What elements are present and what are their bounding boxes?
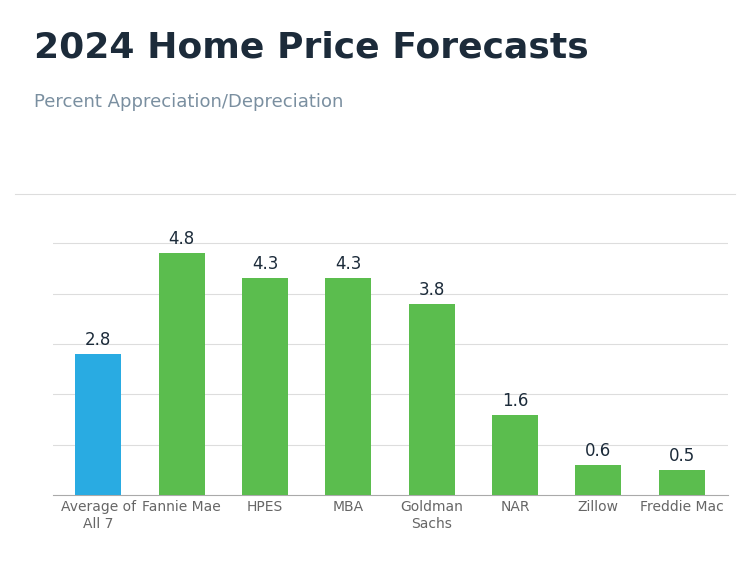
- Bar: [242, 278, 288, 495]
- Text: 0.5: 0.5: [668, 447, 694, 465]
- Text: 2.8: 2.8: [86, 331, 112, 349]
- Text: 3.8: 3.8: [419, 280, 445, 298]
- Text: 2024 Home Price Forecasts: 2024 Home Price Forecasts: [34, 31, 589, 65]
- Bar: [658, 470, 704, 495]
- Bar: [76, 354, 122, 495]
- Text: 4.8: 4.8: [169, 230, 195, 248]
- Text: Percent Appreciation/Depreciation: Percent Appreciation/Depreciation: [34, 93, 343, 111]
- Bar: [575, 465, 621, 495]
- Bar: [492, 415, 538, 495]
- Text: 4.3: 4.3: [252, 256, 278, 274]
- Text: 4.3: 4.3: [335, 256, 362, 274]
- Text: 1.6: 1.6: [502, 392, 528, 410]
- Bar: [409, 303, 454, 495]
- Text: 0.6: 0.6: [585, 442, 611, 460]
- Bar: [159, 253, 205, 495]
- Bar: [326, 278, 371, 495]
